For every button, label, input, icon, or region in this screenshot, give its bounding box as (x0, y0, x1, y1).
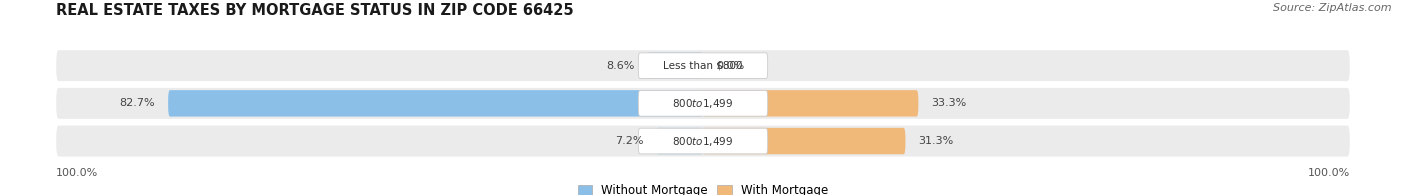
FancyBboxPatch shape (638, 90, 768, 116)
Text: 82.7%: 82.7% (120, 98, 155, 108)
Text: 8.6%: 8.6% (606, 61, 634, 71)
Text: 31.3%: 31.3% (918, 136, 953, 146)
FancyBboxPatch shape (638, 53, 768, 78)
Text: 100.0%: 100.0% (56, 168, 98, 178)
Text: 0.0%: 0.0% (716, 61, 744, 71)
Legend: Without Mortgage, With Mortgage: Without Mortgage, With Mortgage (578, 184, 828, 195)
FancyBboxPatch shape (703, 90, 918, 117)
FancyBboxPatch shape (169, 90, 703, 117)
Text: REAL ESTATE TAXES BY MORTGAGE STATUS IN ZIP CODE 66425: REAL ESTATE TAXES BY MORTGAGE STATUS IN … (56, 3, 574, 18)
Text: 33.3%: 33.3% (931, 98, 966, 108)
Text: Less than $800: Less than $800 (664, 61, 742, 71)
FancyBboxPatch shape (647, 52, 703, 79)
Text: 100.0%: 100.0% (1308, 168, 1350, 178)
FancyBboxPatch shape (638, 128, 768, 154)
Text: Source: ZipAtlas.com: Source: ZipAtlas.com (1274, 3, 1392, 13)
FancyBboxPatch shape (703, 128, 905, 154)
FancyBboxPatch shape (56, 88, 1350, 119)
Text: $800 to $1,499: $800 to $1,499 (672, 97, 734, 110)
FancyBboxPatch shape (56, 126, 1350, 157)
FancyBboxPatch shape (56, 50, 1350, 81)
Text: $800 to $1,499: $800 to $1,499 (672, 135, 734, 148)
FancyBboxPatch shape (657, 128, 703, 154)
Text: 7.2%: 7.2% (614, 136, 644, 146)
